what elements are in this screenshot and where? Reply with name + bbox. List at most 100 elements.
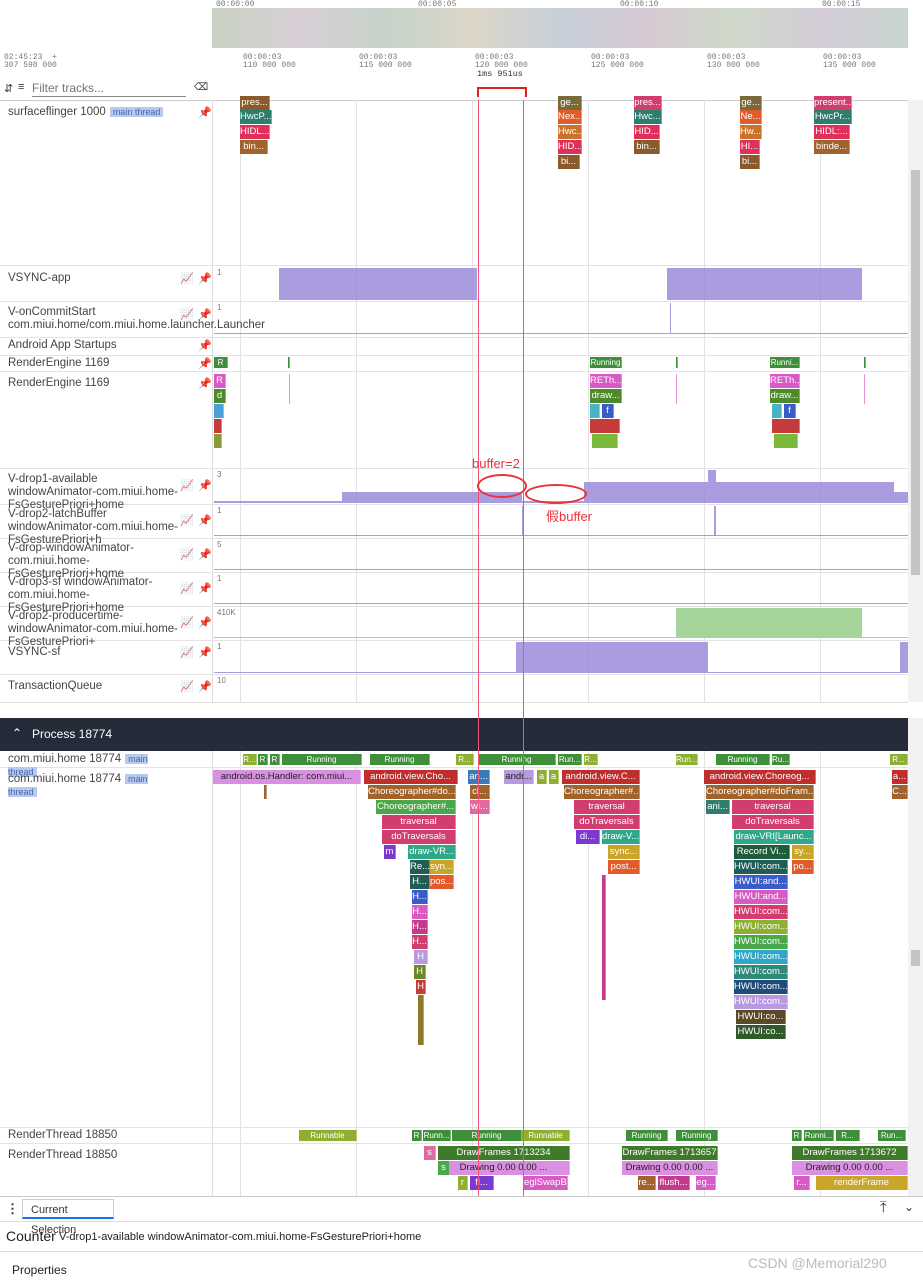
slice[interactable]: H...: [412, 890, 428, 904]
slice[interactable]: DrawFrames 1713657: [622, 1146, 718, 1160]
slice[interactable]: RETh...: [590, 374, 622, 388]
slice[interactable]: draw-VR...: [408, 845, 456, 859]
slice[interactable]: HWUI:com...: [734, 920, 788, 934]
slice[interactable]: HWUI:com...: [734, 980, 788, 994]
slice[interactable]: eg...: [696, 1176, 716, 1190]
scrollbar-thumb[interactable]: [911, 950, 920, 966]
slice[interactable]: [264, 785, 267, 799]
slice[interactable]: [214, 419, 222, 433]
slice[interactable]: HWUI:com...: [734, 965, 788, 979]
slice[interactable]: a: [537, 770, 547, 784]
slice[interactable]: [772, 419, 800, 433]
pin-icon[interactable]: 📌: [198, 583, 212, 595]
state-slice[interactable]: Running: [370, 754, 430, 765]
slice[interactable]: [214, 404, 224, 418]
slice[interactable]: Hwc...: [634, 110, 662, 124]
state-slice[interactable]: R...: [890, 754, 908, 765]
slice[interactable]: HWUI:and...: [734, 875, 788, 889]
slice[interactable]: bin...: [634, 140, 660, 154]
pin-to-top-icon[interactable]: ⤒: [880, 1199, 887, 1216]
state-slice[interactable]: R: [270, 754, 280, 765]
pin-icon[interactable]: 📌: [198, 647, 212, 659]
state-slice[interactable]: Running: [282, 754, 362, 765]
state-slice[interactable]: Running: [590, 357, 622, 368]
counter-bar[interactable]: [894, 492, 908, 503]
slice[interactable]: re...: [638, 1176, 656, 1190]
state-slice[interactable]: R...: [456, 754, 474, 765]
slice[interactable]: HID...: [634, 125, 660, 139]
collapse-panel-icon[interactable]: ⌄: [904, 1200, 915, 1214]
slice[interactable]: HwcPr...: [814, 110, 852, 124]
counter-bar[interactable]: [584, 482, 708, 503]
state-slice[interactable]: Running: [676, 1130, 718, 1141]
slice[interactable]: Hw...: [740, 125, 762, 139]
collapse-all-icon[interactable]: ⇵: [4, 83, 14, 95]
pin-icon[interactable]: 📌: [198, 358, 212, 370]
chart-icon[interactable]: 📈: [180, 309, 194, 321]
slice[interactable]: H: [416, 980, 426, 994]
slice[interactable]: HIDL...: [240, 125, 270, 139]
slice[interactable]: Drawing 0.00 0.00 ...: [792, 1161, 908, 1175]
chart-icon[interactable]: 📈: [180, 549, 194, 561]
pin-icon[interactable]: 📌: [198, 378, 212, 390]
pin-icon[interactable]: 📌: [198, 515, 212, 527]
collapse-icon[interactable]: ⌃: [12, 726, 23, 740]
slice[interactable]: a: [549, 770, 559, 784]
state-slice[interactable]: R...: [584, 754, 598, 765]
chart-icon[interactable]: 📈: [180, 647, 194, 659]
track-surfaceflinger[interactable]: surfaceflinger 1000 main thread 📌 pres...…: [0, 96, 908, 266]
slice[interactable]: HID...: [558, 140, 582, 154]
slice[interactable]: sy...: [792, 845, 814, 859]
time-ruler[interactable]: 02:45:23 + 307 598 000 00:00:03 110 000 …: [0, 52, 923, 101]
state-slice[interactable]: Runnable: [299, 1130, 357, 1141]
counter-bar[interactable]: [342, 492, 522, 503]
slice[interactable]: C...: [892, 785, 908, 799]
chart-icon[interactable]: 📈: [180, 273, 194, 285]
slice[interactable]: bi...: [740, 155, 760, 169]
slice[interactable]: sync...: [608, 845, 640, 859]
slice[interactable]: pos...: [430, 875, 454, 889]
track-transaction-queue[interactable]: TransactionQueue 📈 📌 10: [0, 674, 908, 703]
slice[interactable]: s: [424, 1146, 436, 1160]
state-slice[interactable]: Runn...: [423, 1130, 451, 1141]
slice[interactable]: HwcP...: [240, 110, 272, 124]
pin-icon[interactable]: 📌: [198, 549, 212, 561]
slice[interactable]: H...: [412, 920, 428, 934]
chart-icon[interactable]: 📈: [180, 583, 194, 595]
counter-bar[interactable]: [716, 482, 894, 503]
clear-filter-icon[interactable]: ⌫: [194, 82, 209, 93]
slice[interactable]: [592, 434, 618, 448]
pin-icon[interactable]: 📌: [198, 617, 212, 629]
track-vsync-sf[interactable]: VSYNC-sf 📈 📌 1: [0, 640, 908, 675]
slice[interactable]: android.view.C...: [562, 770, 640, 784]
state-slice[interactable]: [676, 357, 678, 368]
slice[interactable]: traversal: [732, 800, 814, 814]
slice[interactable]: [676, 374, 677, 404]
track-render-thread[interactable]: RenderThread 18850 s DrawFrames 1713234 …: [0, 1143, 908, 1196]
pin-icon[interactable]: 📌: [198, 309, 212, 321]
slice[interactable]: HWUI:com...: [734, 950, 788, 964]
slice[interactable]: HWUI:com...: [734, 860, 788, 874]
state-slice[interactable]: Runni...: [804, 1130, 834, 1141]
state-slice[interactable]: R...: [243, 754, 257, 765]
state-slice[interactable]: R: [412, 1130, 422, 1141]
track-home-state[interactable]: com.miui.home 18774 main thread R... R R …: [0, 751, 908, 777]
pin-icon[interactable]: 📌: [198, 681, 212, 693]
slice[interactable]: doTraversals: [382, 830, 456, 844]
timeline-overview[interactable]: 00:00:00 00:00:05 00:00:10 00:00:15: [0, 0, 923, 53]
track-render-thread-state[interactable]: RenderThread 18850 Runnable R Runn... Ru…: [0, 1127, 908, 1144]
process-header[interactable]: ⌃ Process 18774: [0, 718, 908, 751]
slice[interactable]: f: [784, 404, 796, 418]
slice[interactable]: HWUI:com...: [734, 935, 788, 949]
slice[interactable]: [602, 875, 606, 1000]
slice[interactable]: s: [438, 1161, 450, 1175]
tracks-scrollbar[interactable]: [908, 100, 923, 702]
counter-spike[interactable]: [714, 506, 716, 536]
state-slice[interactable]: Run...: [878, 1130, 906, 1141]
slice[interactable]: post...: [608, 860, 640, 874]
slice[interactable]: [590, 404, 600, 418]
slice[interactable]: andr...: [504, 770, 534, 784]
state-slice[interactable]: Running: [626, 1130, 668, 1141]
slice[interactable]: H...: [410, 875, 430, 889]
slice[interactable]: doTraversals: [732, 815, 814, 829]
